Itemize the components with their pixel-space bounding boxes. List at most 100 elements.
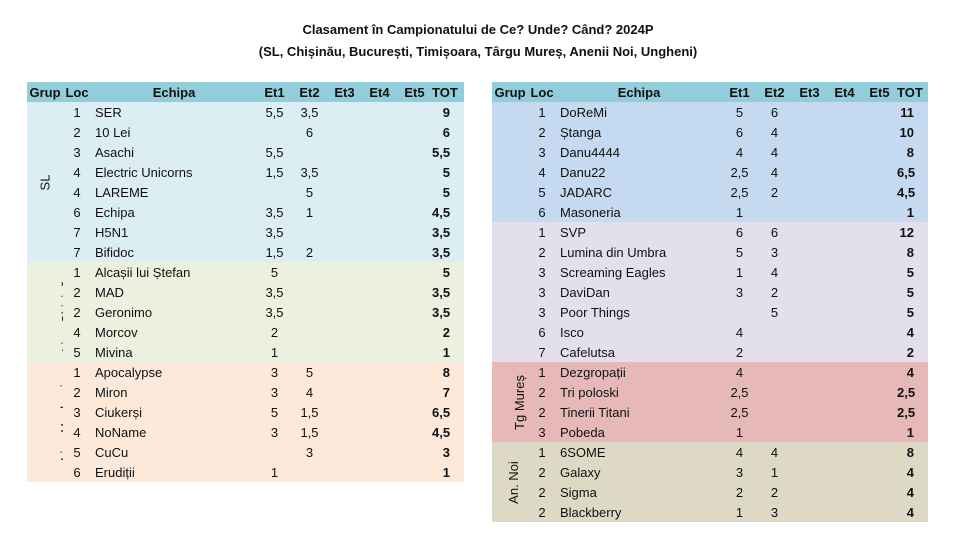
et3-score-cell xyxy=(792,322,827,342)
place-cell: 1 xyxy=(528,442,556,462)
table-row: 7 Bifidoc 1,5 2 3,5 xyxy=(27,242,464,262)
et5-score-cell xyxy=(862,442,897,462)
et4-score-cell xyxy=(827,422,862,442)
table-row: 4 NoName 3 1,5 4,5 xyxy=(27,422,464,442)
team-name-cell: Asachi xyxy=(91,142,257,162)
group-name: SL xyxy=(37,174,53,190)
team-name-cell: Ștanga xyxy=(556,122,722,142)
total-score-cell: 8 xyxy=(432,362,464,382)
place-cell: 5 xyxy=(63,442,91,462)
group-label-chis: Liga Chișinău xyxy=(27,262,63,362)
total-score-cell: 1 xyxy=(897,422,928,442)
et3-score-cell xyxy=(792,502,827,522)
place-cell: 2 xyxy=(63,382,91,402)
team-name-cell: SER xyxy=(91,102,257,122)
et1-score-cell: 1 xyxy=(722,502,757,522)
place-cell: 2 xyxy=(528,402,556,422)
place-cell: 4 xyxy=(528,162,556,182)
et1-score-cell: 2,5 xyxy=(722,182,757,202)
et1-score-cell: 2 xyxy=(257,322,292,342)
et4-score-cell xyxy=(362,442,397,462)
place-cell: 3 xyxy=(528,422,556,442)
et3-score-cell xyxy=(792,482,827,502)
place-cell: 1 xyxy=(528,362,556,382)
header-row: Grup Loc Echipa Et1 Et2 Et3 Et4 Et5 TOT xyxy=(27,82,464,102)
title-line-2: (SL, Chișinău, București, Timișoara, Târ… xyxy=(258,44,698,59)
column-header-echipa: Echipa xyxy=(556,82,722,102)
table-row: 6 Erudiții 1 1 xyxy=(27,462,464,482)
et3-score-cell xyxy=(327,162,362,182)
et5-score-cell xyxy=(862,482,897,502)
et3-score-cell xyxy=(327,422,362,442)
place-cell: 2 xyxy=(63,122,91,142)
table-row: 2 Blackberry 1 3 4 xyxy=(492,502,928,522)
total-score-cell: 2 xyxy=(432,322,464,342)
team-name-cell: Dezgropații xyxy=(556,362,722,382)
et5-score-cell xyxy=(397,182,432,202)
et4-score-cell xyxy=(827,262,862,282)
table-row: 2 10 Lei 6 6 xyxy=(27,122,464,142)
team-name-cell: Danu22 xyxy=(556,162,722,182)
table-row: 7 H5N1 3,5 3,5 xyxy=(27,222,464,242)
group-label-sl: SL xyxy=(27,102,63,262)
et2-score-cell xyxy=(292,282,327,302)
table-row: 5 Mivina 1 1 xyxy=(27,342,464,362)
total-score-cell: 4 xyxy=(897,362,928,382)
table-row: 4 Danu22 2,5 4 6,5 xyxy=(492,162,928,182)
et4-score-cell xyxy=(827,222,862,242)
et2-score-cell: 1,5 xyxy=(292,422,327,442)
total-score-cell: 6 xyxy=(432,122,464,142)
place-cell: 7 xyxy=(63,242,91,262)
table-row: 3 Poor Things 5 5 xyxy=(492,302,928,322)
et2-score-cell: 4 xyxy=(757,142,792,162)
et4-score-cell xyxy=(362,342,397,362)
et1-score-cell: 6 xyxy=(722,222,757,242)
group-label-tim: Liga Timișoara xyxy=(492,102,528,222)
place-cell: 7 xyxy=(63,222,91,242)
table-row: 5 JADARC 2,5 2 4,5 xyxy=(492,182,928,202)
et4-score-cell xyxy=(362,222,397,242)
et2-score-cell xyxy=(757,362,792,382)
column-header-et1: Et1 xyxy=(257,82,292,102)
et4-score-cell xyxy=(362,142,397,162)
et3-score-cell xyxy=(327,122,362,142)
table-row: 2 Lumina din Umbra 5 3 8 xyxy=(492,242,928,262)
et5-score-cell xyxy=(862,142,897,162)
et3-score-cell xyxy=(327,182,362,202)
et1-score-cell: 1 xyxy=(257,342,292,362)
et5-score-cell xyxy=(862,502,897,522)
et2-score-cell: 6 xyxy=(292,122,327,142)
et2-score-cell: 5 xyxy=(292,182,327,202)
et1-score-cell: 3,5 xyxy=(257,282,292,302)
total-score-cell: 1 xyxy=(897,202,928,222)
et5-score-cell xyxy=(397,382,432,402)
column-header-et5: Et5 xyxy=(862,82,897,102)
team-name-cell: DoReMi xyxy=(556,102,722,122)
et5-score-cell xyxy=(397,102,432,122)
et4-score-cell xyxy=(827,302,862,322)
et4-score-cell xyxy=(827,122,862,142)
place-cell: 2 xyxy=(528,502,556,522)
table-row: 2 Sigma 2 2 4 xyxy=(492,482,928,502)
place-cell: 6 xyxy=(63,202,91,222)
place-cell: 3 xyxy=(63,142,91,162)
total-score-cell: 3 xyxy=(432,442,464,462)
total-score-cell: 6,5 xyxy=(432,402,464,422)
group-name: Liga Ungheni xyxy=(57,383,63,461)
team-name-cell: 6SOME xyxy=(556,442,722,462)
et3-score-cell xyxy=(792,362,827,382)
place-cell: 1 xyxy=(63,262,91,282)
et3-score-cell xyxy=(327,242,362,262)
table-row: 2 Tri poloski 2,5 2,5 xyxy=(492,382,928,402)
table-row: 3 Ciukerși 5 1,5 6,5 xyxy=(27,402,464,422)
et3-score-cell xyxy=(792,102,827,122)
et5-score-cell xyxy=(862,242,897,262)
team-name-cell: Cafelutsa xyxy=(556,342,722,362)
et4-score-cell xyxy=(827,142,862,162)
place-cell: 2 xyxy=(63,302,91,322)
et5-score-cell xyxy=(862,122,897,142)
header-row: Grup Loc Echipa Et1 Et2 Et3 Et4 Et5 TOT xyxy=(492,82,928,102)
column-header-grup: Grup xyxy=(27,82,63,102)
table-row: 2 Galaxy 3 1 4 xyxy=(492,462,928,482)
team-name-cell: Geronimo xyxy=(91,302,257,322)
